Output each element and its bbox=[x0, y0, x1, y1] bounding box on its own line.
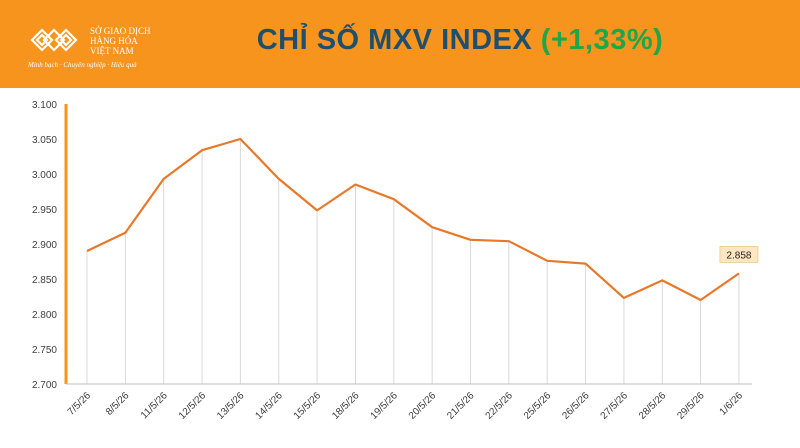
x-tick-label: 21/5/26 bbox=[445, 390, 477, 422]
header-banner: SỞ GIAO DỊCH HÀNG HÓA VIỆT NAM Minh bạch… bbox=[0, 0, 800, 88]
x-tick-label: 28/5/26 bbox=[637, 390, 669, 422]
data-label: 2.858 bbox=[719, 245, 759, 263]
drop-lines bbox=[86, 139, 740, 384]
y-tick-label: 2.900 bbox=[32, 240, 57, 251]
x-tick-label: 8/5/26 bbox=[104, 390, 132, 418]
x-tick-label: 18/5/26 bbox=[330, 390, 362, 422]
page-title: CHỈ SỐ MXV INDEX (+1,33%) bbox=[200, 24, 720, 57]
x-tick-label: 12/5/26 bbox=[177, 390, 209, 422]
y-tick-label: 2.800 bbox=[32, 310, 57, 321]
brand-name: SỞ GIAO DỊCH HÀNG HÓA VIỆT NAM bbox=[90, 26, 151, 56]
x-tick-label: 7/5/26 bbox=[66, 390, 94, 418]
data-label-text: 2.858 bbox=[726, 250, 751, 261]
x-tick-label: 11/5/26 bbox=[139, 390, 170, 421]
x-tick-label: 27/5/26 bbox=[599, 390, 631, 422]
line-chart: 2.700 2.750 2.800 2.850 2.900 2.950 3.000 3.050… bbox=[32, 100, 759, 422]
y-tick-label: 2.750 bbox=[32, 345, 57, 356]
x-tick-label: 19/5/26 bbox=[369, 390, 401, 422]
y-tick-label: 2.850 bbox=[32, 275, 57, 286]
x-axis-ticks: 7/5/26 8/5/26 11/5/26 12/5/26 13/5/26 14/5/26… bbox=[66, 390, 746, 422]
y-tick-label: 2.950 bbox=[32, 205, 57, 216]
x-tick-label: 13/5/26 bbox=[215, 390, 247, 422]
mxv-logo: SỞ GIAO DỊCH HÀNG HÓA VIỆT NAM Minh bạch… bbox=[28, 22, 198, 72]
x-tick-label: 20/5/26 bbox=[407, 390, 439, 422]
x-tick-label: 25/5/26 bbox=[522, 390, 554, 422]
y-tick-label: 2.700 bbox=[32, 380, 57, 391]
x-tick-label: 22/5/26 bbox=[484, 390, 516, 422]
y-axis-ticks: 2.700 2.750 2.800 2.850 2.900 2.950 3.000 3.050… bbox=[32, 100, 57, 391]
y-tick-label: 3.000 bbox=[32, 170, 57, 181]
data-labels: 2.858 bbox=[719, 245, 759, 263]
x-tick-label: 14/5/26 bbox=[253, 390, 285, 422]
title-text: CHỈ SỐ MXV INDEX bbox=[256, 24, 533, 56]
y-tick-label: 3.100 bbox=[32, 100, 57, 111]
title-change-percent: (+1,33%) bbox=[540, 24, 664, 56]
mxv-logo-icon bbox=[30, 28, 78, 52]
y-tick-label: 3.050 bbox=[32, 135, 57, 146]
series-line-mxv-index bbox=[86, 137, 740, 302]
x-tick-label: 15/5/26 bbox=[292, 390, 324, 422]
x-tick-label: 26/5/26 bbox=[560, 390, 592, 422]
x-tick-label: 29/5/26 bbox=[675, 390, 707, 422]
data-label-box bbox=[719, 245, 759, 263]
x-tick-label: 1/6/26 bbox=[718, 390, 746, 418]
brand-tagline: Minh bạch · Chuyên nghiệp · Hiệu quả bbox=[28, 61, 137, 69]
